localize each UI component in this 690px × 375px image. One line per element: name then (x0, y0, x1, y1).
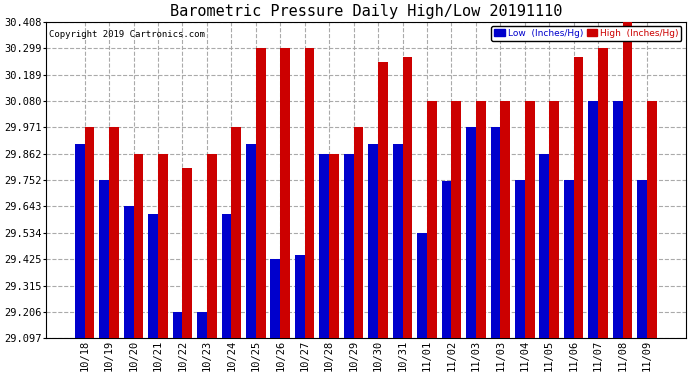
Bar (85, 127, 95, 338)
Bar (353, 127, 364, 338)
Bar (549, 101, 559, 338)
Bar (319, 153, 329, 338)
Bar (329, 153, 339, 338)
Bar (172, 312, 182, 338)
Bar (344, 153, 353, 338)
Bar (280, 48, 290, 338)
Bar (368, 144, 378, 338)
Bar (221, 214, 231, 338)
Bar (451, 101, 461, 338)
Bar (466, 127, 476, 338)
Bar (622, 22, 632, 338)
Bar (378, 62, 388, 338)
Bar (305, 48, 315, 338)
Bar (148, 214, 158, 338)
Bar (589, 101, 598, 338)
Bar (613, 101, 622, 338)
Bar (246, 144, 256, 338)
Bar (134, 153, 144, 338)
Bar (442, 180, 451, 338)
Bar (417, 233, 427, 338)
Legend: Low  (Inches/Hg), High  (Inches/Hg): Low (Inches/Hg), High (Inches/Hg) (491, 26, 681, 40)
Bar (256, 48, 266, 338)
Bar (540, 153, 549, 338)
Bar (124, 206, 134, 338)
Bar (270, 259, 280, 338)
Title: Barometric Pressure Daily High/Low 20191110: Barometric Pressure Daily High/Low 20191… (170, 4, 562, 19)
Bar (476, 101, 486, 338)
Bar (427, 101, 437, 338)
Bar (491, 127, 500, 338)
Bar (207, 153, 217, 338)
Bar (393, 144, 402, 338)
Bar (99, 180, 109, 338)
Bar (598, 48, 608, 338)
Bar (75, 144, 85, 338)
Bar (182, 168, 193, 338)
Bar (197, 312, 207, 338)
Bar (295, 255, 305, 338)
Text: Copyright 2019 Cartronics.com: Copyright 2019 Cartronics.com (49, 30, 205, 39)
Bar (524, 101, 535, 338)
Bar (158, 153, 168, 338)
Bar (231, 127, 241, 338)
Bar (109, 127, 119, 338)
Bar (402, 57, 413, 338)
Bar (573, 57, 584, 338)
Bar (647, 101, 657, 338)
Bar (637, 180, 647, 338)
Bar (500, 101, 510, 338)
Bar (564, 180, 573, 338)
Bar (515, 180, 524, 338)
